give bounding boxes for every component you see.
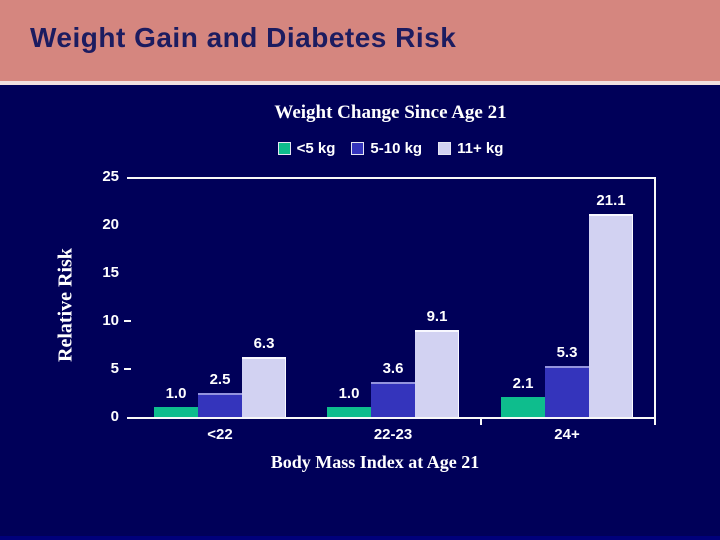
- y-tick-label: 20: [102, 216, 119, 233]
- bar-value-label: 1.0: [338, 385, 360, 403]
- bar-11+-kg-24+: [589, 214, 633, 417]
- x-category-label: <22: [207, 426, 233, 443]
- x-category-label: 22-23: [373, 426, 413, 443]
- chart-legend: <5 kg 5-10 kg 11+ kg: [127, 140, 654, 157]
- bar-11+-kg-<22: [242, 356, 286, 417]
- x-axis-tick: [480, 417, 482, 425]
- legend-item: <5 kg: [277, 140, 336, 157]
- bar-value-label: 6.3: [253, 334, 275, 352]
- y-tick-mark: [124, 320, 131, 322]
- bar-5-10-kg-24+: [545, 366, 589, 417]
- plot-top-border: [127, 177, 654, 179]
- legend-item: 5-10 kg: [351, 140, 422, 157]
- bar-value-label: 21.1: [596, 192, 626, 210]
- bar-5-10-kg-22-23: [371, 382, 415, 417]
- bar-11+-kg-22-23: [415, 329, 459, 417]
- legend-label: 11+ kg: [457, 140, 504, 157]
- bar-value-label: 3.6: [382, 360, 404, 378]
- bar-value-label: 2.5: [209, 371, 231, 388]
- x-category-label: 24+: [554, 426, 580, 443]
- bar-<5-kg-22-23: [327, 407, 371, 417]
- legend-label: 5-10 kg: [370, 140, 423, 157]
- y-tick-label: 0: [110, 408, 119, 425]
- y-tick-label: 5: [110, 360, 119, 377]
- chart-title: Weight Change Since Age 21: [274, 102, 507, 123]
- y-tick-label: 25: [102, 168, 119, 185]
- page-title: Weight Gain and Diabetes Risk: [30, 22, 457, 53]
- y-tick-label: 15: [102, 264, 119, 281]
- x-axis-title: Body Mass Index at Age 21: [270, 452, 480, 472]
- y-tick-mark: [124, 368, 131, 370]
- bar-value-label: 5.3: [556, 344, 578, 362]
- legend-swatch-icon: [277, 142, 291, 155]
- bar-<5-kg-<22: [154, 407, 198, 417]
- legend-swatch-icon: [351, 142, 365, 155]
- bar-value-label: 9.1: [426, 307, 448, 325]
- y-tick-label: 10: [102, 312, 119, 329]
- slide-bottom-edge: [0, 536, 720, 540]
- header-separator-line: [0, 81, 720, 85]
- legend-label: <5 kg: [296, 140, 336, 157]
- plot-right-border: [654, 177, 656, 425]
- slide-header: Weight Gain and Diabetes Risk: [0, 0, 720, 81]
- bar-<5-kg-24+: [501, 396, 545, 417]
- legend-item: 11+ kg: [438, 140, 503, 157]
- bar-value-label: 2.1: [512, 374, 534, 392]
- legend-swatch-icon: [438, 142, 452, 155]
- bar-value-label: 1.0: [165, 385, 187, 403]
- x-axis-line: [127, 417, 656, 419]
- bar-5-10-kg-<22: [198, 393, 242, 417]
